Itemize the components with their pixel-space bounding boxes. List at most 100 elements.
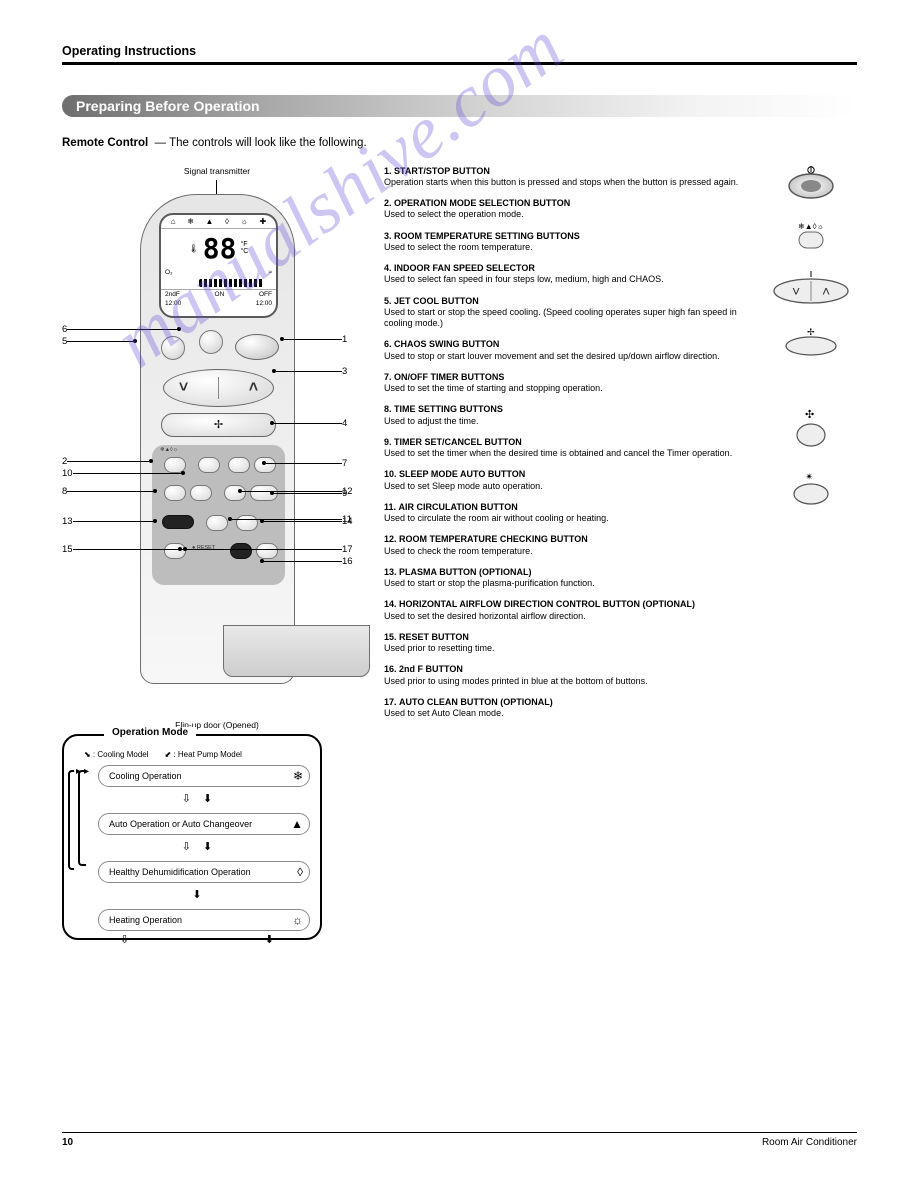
- header-rule: [62, 62, 857, 65]
- mode-row-heating: Heating Operation ☼: [98, 909, 310, 931]
- signal-leader-line: [216, 180, 217, 194]
- svg-text:˄: ˄: [822, 283, 830, 299]
- chaos-swing-button-icon: [199, 330, 223, 354]
- lcd-icon-tri: ▲: [205, 217, 213, 226]
- remote-lcd: ⌂ ❄ ▲ ◊ ☼ ✚ 🌡 88 °F°C: [159, 213, 278, 318]
- timer-on-button-icon: [228, 457, 250, 473]
- fan-oval-icon: ✢: [765, 327, 857, 357]
- lcd-icon-snow: ❄: [187, 217, 194, 226]
- controls-list: 1. START/STOP BUTTONOperation starts whe…: [372, 166, 765, 940]
- list-item: 8. TIME SETTING BUTTONSUsed to adjust th…: [384, 404, 765, 427]
- operation-mode-box: Operation Mode ⬊ : Cooling Model ⬋ : Hea…: [62, 734, 322, 940]
- aircirc-button-icon: [206, 515, 228, 531]
- lead-9: 9: [342, 488, 347, 499]
- list-item: 3. ROOM TEMPERATURE SETTING BUTTONSUsed …: [384, 231, 765, 254]
- time-down-button-icon: [190, 485, 212, 501]
- lead-7: 7: [342, 458, 347, 469]
- right-icon-column: ❄▲◊☼ ˅˄ ✢ ✣ ✴: [765, 166, 857, 940]
- list-item: 10. SLEEP MODE AUTO BUTTONUsed to set Sl…: [384, 469, 765, 492]
- lcd-thermo-icon: 🌡: [189, 244, 199, 253]
- lcd-icon-drop: ◊: [225, 217, 229, 226]
- page-number: 10: [62, 1137, 73, 1148]
- list-item: 15. RESET BUTTONUsed prior to resetting …: [384, 632, 765, 655]
- triangle-icon: ▲: [291, 817, 303, 831]
- svg-text:✣: ✣: [805, 409, 814, 421]
- mode-row-label: Healthy Dehumidification Operation: [109, 867, 251, 877]
- lcd-unit-c: °C: [241, 248, 249, 255]
- remote-body: ⌂ ❄ ▲ ◊ ☼ ✚ 🌡 88 °F°C: [140, 194, 295, 684]
- temp-up-down-pill: ˅ ˄: [163, 369, 274, 407]
- lcd-o2: O₂: [165, 269, 173, 276]
- lead-15: 15: [62, 544, 73, 555]
- list-item: 9. TIMER SET/CANCEL BUTTONUsed to set th…: [384, 437, 765, 460]
- fan-speed-pill: ✢: [161, 413, 276, 437]
- flip-lid: [223, 625, 370, 677]
- list-item: 12. ROOM TEMPERATURE CHECKING BUTTONUsed…: [384, 534, 765, 557]
- signal-transmitter-label: Signal transmitter: [62, 166, 372, 176]
- svg-text:✢: ✢: [807, 327, 815, 337]
- lead-17: 17: [342, 544, 353, 555]
- temp-arrows-pill-icon: ˅˄: [765, 271, 857, 305]
- footer-text: Room Air Conditioner: [762, 1137, 857, 1148]
- mode-row-cooling: Cooling Operation ❄: [98, 765, 310, 787]
- mode-row-label: Auto Operation or Auto Changeover: [109, 819, 252, 829]
- section-bar-title: Preparing Before Operation: [76, 98, 260, 114]
- mode-row-dehum: Healthy Dehumidification Operation ◊: [98, 861, 310, 883]
- lead-3: 3: [342, 366, 347, 377]
- heat-bracket: [68, 770, 74, 870]
- intro-lead: Remote Control: [62, 137, 148, 149]
- section-bar: Preparing Before Operation: [62, 95, 857, 117]
- lead-1: 1: [342, 334, 347, 345]
- legend-heatpump: Heat Pump Model: [178, 750, 242, 759]
- mode-small-button-icon: ❄▲◊☼: [765, 222, 857, 249]
- svg-text:˅: ˅: [792, 283, 800, 299]
- lcd-swing-icon: ≈: [268, 269, 272, 276]
- sun-icon: ☼: [292, 913, 303, 927]
- lead-14: 14: [342, 516, 353, 527]
- lcd-clock2: 12:00: [256, 300, 272, 307]
- intro-body: The controls will look like the followin…: [169, 137, 367, 149]
- legend-cooling: Cooling Model: [97, 750, 148, 759]
- lcd-fan-bars: [199, 279, 264, 287]
- intro-block: Remote Control — The controls will look …: [62, 135, 582, 152]
- mode-box-title: Operation Mode: [104, 727, 196, 738]
- time-up-button-icon: [164, 485, 186, 501]
- drop-icon: ◊: [297, 865, 303, 879]
- mode-row-label: Heating Operation: [109, 915, 182, 925]
- lcd-icon-plus: ✚: [259, 217, 266, 226]
- chaos-circle-icon: ✴: [765, 471, 857, 507]
- lcd-on: ON: [215, 291, 225, 298]
- lcd-icon-home: ⌂: [171, 217, 176, 226]
- remote-figure: Signal transmitter ⌂ ❄ ▲ ◊ ☼ ✚ 🌡: [62, 166, 372, 726]
- svg-text:✴: ✴: [805, 472, 813, 483]
- lcd-off: OFF: [259, 291, 272, 298]
- sleep-button-icon: [198, 457, 220, 473]
- page-footer: 10 Room Air Conditioner: [62, 1132, 857, 1148]
- power-oval-icon: [765, 166, 857, 200]
- lead-10: 10: [62, 468, 73, 479]
- jet-circle-icon: ✣: [765, 409, 857, 449]
- mode-row-auto: Auto Operation or Auto Changeover ▲: [98, 813, 310, 835]
- lcd-icon-sun: ☼: [241, 217, 248, 226]
- temp-up-icon: ˄: [249, 379, 258, 397]
- plasma-button-icon: [162, 515, 194, 529]
- lcd-2ndf: 2ndF: [165, 291, 180, 298]
- list-item: 4. INDOOR FAN SPEED SELECTORUsed to sele…: [384, 263, 765, 286]
- lead-16: 16: [342, 556, 353, 567]
- start-stop-button-icon: [235, 334, 279, 360]
- lcd-clock1: 12:00: [165, 300, 181, 307]
- lcd-temp-value: 88: [203, 232, 237, 265]
- list-item: 14. HORIZONTAL AIRFLOW DIRECTION CONTROL…: [384, 599, 765, 622]
- list-item: 11. AIR CIRCULATION BUTTONUsed to circul…: [384, 502, 765, 525]
- mode-row-label: Cooling Operation: [109, 771, 182, 781]
- list-item: 16. 2nd F BUTTONUsed prior to using mode…: [384, 664, 765, 687]
- lead-4: 4: [342, 418, 347, 429]
- list-item: 13. PLASMA BUTTON (OPTIONAL)Used to star…: [384, 567, 765, 590]
- list-item: 7. ON/OFF TIMER BUTTONSUsed to set the t…: [384, 372, 765, 395]
- list-item: 2. OPERATION MODE SELECTION BUTTONUsed t…: [384, 198, 765, 221]
- jet-cool-button-icon: [161, 336, 185, 360]
- list-item: 6. CHAOS SWING BUTTONUsed to stop or sta…: [384, 339, 765, 362]
- lead-13: 13: [62, 516, 73, 527]
- list-item: 1. START/STOP BUTTONOperation starts whe…: [384, 166, 765, 189]
- list-item: 17. AUTO CLEAN BUTTON (OPTIONAL)Used to …: [384, 697, 765, 720]
